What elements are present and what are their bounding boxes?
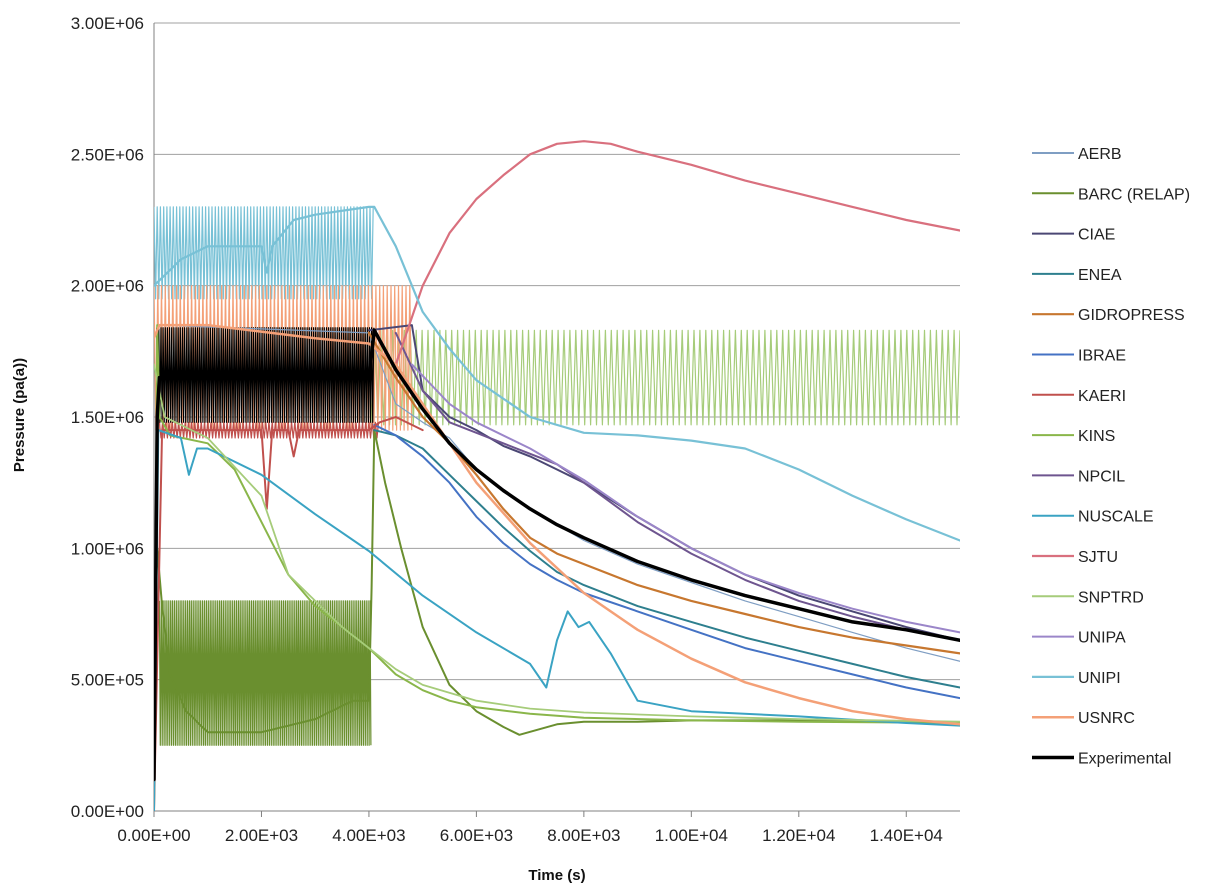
series-line-sjtu	[396, 141, 960, 364]
series-line-nuscale	[154, 430, 960, 811]
legend-label-experimental: Experimental	[1078, 751, 1171, 768]
plot-area	[154, 141, 960, 811]
series-oscillation-snptrd	[369, 330, 960, 425]
x-tick-labels: 0.00E+00 2.00E+03 4.00E+03 6.00E+03 8.00E+03…	[117, 811, 943, 845]
legend-label-snptrd: SNPTRD	[1078, 589, 1144, 606]
legend-label-barc-relap: BARC (RELAP)	[1078, 186, 1190, 203]
y-tick-label: 0.00E+00	[71, 802, 144, 821]
y-tick-labels: 0.00E+00 5.00E+05 1.00E+06 1.50E+06 2.00E+06…	[71, 14, 144, 821]
series-line-enea	[374, 430, 960, 687]
y-axis-title: Pressure (pa(a))	[11, 358, 28, 472]
legend: AERB BARC (RELAP) CIAE ENEA GIDROPRESS IBRAE K…	[1032, 146, 1190, 768]
x-tick-label: 2.00E+03	[225, 826, 298, 845]
x-tick-label: 0.00E+00	[117, 826, 190, 845]
series-oscillation-barc-relap	[159, 601, 371, 745]
x-axis-title: Time (s)	[528, 867, 585, 884]
legend-label-nuscale: NUSCALE	[1078, 509, 1154, 526]
legend-label-unipi: UNIPI	[1078, 670, 1121, 687]
legend-label-aerb: AERB	[1078, 146, 1122, 163]
x-tick-label: 1.40E+04	[870, 826, 943, 845]
legend-label-npcil: NPCIL	[1078, 468, 1125, 485]
x-tick-label: 1.00E+04	[655, 826, 728, 845]
legend-label-enea: ENEA	[1078, 267, 1122, 284]
y-tick-label: 1.00E+06	[71, 539, 144, 558]
x-tick-label: 8.00E+03	[547, 826, 620, 845]
legend-label-kins: KINS	[1078, 428, 1115, 445]
x-tick-label: 6.00E+03	[440, 826, 513, 845]
legend-label-usnrc: USNRC	[1078, 710, 1135, 727]
series-line-ibrae	[374, 425, 960, 698]
legend-label-ibrae: IBRAE	[1078, 348, 1126, 365]
legend-label-ciae: CIAE	[1078, 227, 1115, 244]
x-tick-label: 1.20E+04	[762, 826, 835, 845]
y-tick-label: 2.00E+06	[71, 277, 144, 296]
y-tick-label: 2.50E+06	[71, 145, 144, 164]
legend-label-unipa: UNIPA	[1078, 630, 1126, 647]
y-tick-label: 5.00E+05	[71, 671, 144, 690]
x-tick-label: 4.00E+03	[332, 826, 405, 845]
y-tick-label: 3.00E+06	[71, 14, 144, 33]
y-tick-label: 1.50E+06	[71, 408, 144, 427]
legend-label-kaeri: KAERI	[1078, 388, 1126, 405]
series-line-kaeri	[154, 417, 423, 811]
legend-label-sjtu: SJTU	[1078, 549, 1118, 566]
legend-label-gidropress: GIDROPRESS	[1078, 307, 1185, 324]
